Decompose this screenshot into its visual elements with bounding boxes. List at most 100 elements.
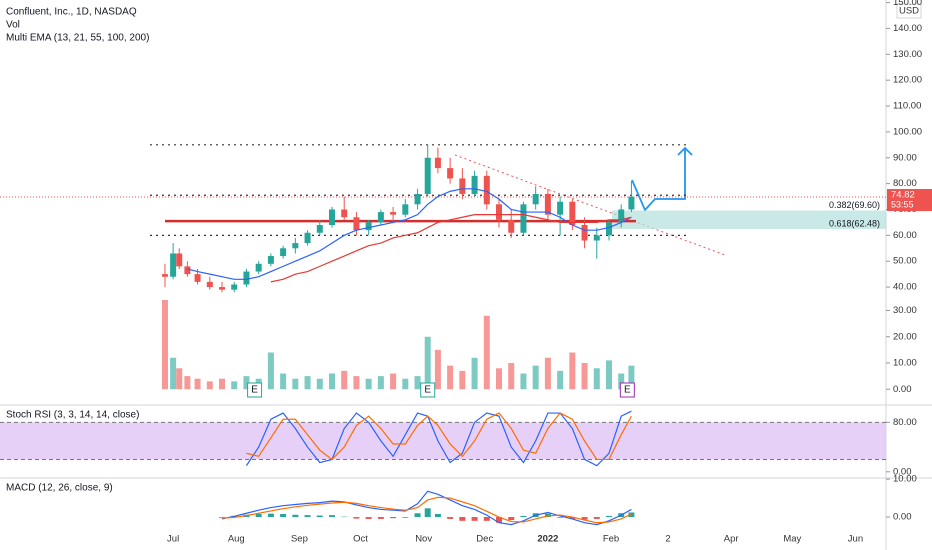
candle-body <box>569 201 576 225</box>
volume-bar <box>280 373 287 390</box>
countdown: 53:55 <box>891 199 914 209</box>
candle-body <box>471 175 478 194</box>
candle-body <box>170 253 177 277</box>
volume-bar <box>328 373 335 390</box>
y-tick-label: 20.00 <box>893 331 917 342</box>
macd-histogram <box>365 517 372 519</box>
x-tick-label: May <box>783 534 801 545</box>
volume-bar <box>471 357 478 390</box>
x-tick-label: Nov <box>415 534 432 545</box>
earnings-marker <box>619 382 635 398</box>
macd-histogram <box>267 513 274 518</box>
candle-body <box>447 168 454 179</box>
volume-bar <box>605 360 612 390</box>
currency-box[interactable] <box>896 3 922 19</box>
x-tick-label: Jul <box>167 534 179 545</box>
candle-body <box>219 287 226 290</box>
volume-bar <box>390 373 397 390</box>
candle-body <box>390 212 397 215</box>
candle-body <box>194 274 201 282</box>
y-tick-label: 0.00 <box>893 466 912 477</box>
candle-body <box>532 193 539 205</box>
x-tick-label: 2 <box>665 534 670 545</box>
volume-bar <box>581 363 588 390</box>
stoch-line <box>245 410 632 467</box>
volume-bar <box>353 376 360 390</box>
y-tick-label: 80.00 <box>893 417 917 428</box>
volume-bar <box>194 378 201 390</box>
volume-bar <box>628 365 635 390</box>
volume-bar <box>424 336 431 390</box>
last-price: 74.82 <box>891 190 915 201</box>
volume-bar <box>414 376 421 390</box>
y-tick-label: 60.00 <box>893 230 917 241</box>
macd-histogram <box>377 517 384 519</box>
x-tick-label: Aug <box>228 534 245 545</box>
y-tick-label: 140.00 <box>893 23 922 34</box>
volume-bar <box>402 378 409 390</box>
volume-bar <box>447 365 454 390</box>
volume-bar <box>170 357 177 390</box>
y-tick-label: 150.00 <box>893 0 922 8</box>
candle-body <box>255 263 262 272</box>
candle-body <box>316 225 323 233</box>
y-tick-label: 0.00 <box>893 512 912 523</box>
stoch-band <box>0 422 886 460</box>
pane-title: MACD (12, 26, close, 9) <box>6 483 113 494</box>
candle-body <box>628 196 635 210</box>
candle-body <box>328 209 335 225</box>
candle-body <box>292 243 299 249</box>
earnings-marker <box>420 382 436 398</box>
fib-label: 0.618(62.48) <box>829 218 880 228</box>
y-tick-label: 10.00 <box>893 358 917 369</box>
candle-body <box>304 232 311 244</box>
macd-histogram <box>581 517 588 520</box>
y-tick-label: 100.00 <box>893 126 922 137</box>
macd-histogram <box>508 517 515 521</box>
volume-bar <box>520 373 527 390</box>
volume-bar <box>557 370 564 390</box>
macd-line <box>221 490 632 526</box>
macd-histogram <box>520 515 527 518</box>
macd-histogram <box>304 515 311 518</box>
volume-bar <box>184 376 191 390</box>
macd-histogram <box>483 517 490 521</box>
earnings-marker <box>247 382 263 398</box>
ema-line <box>270 214 632 283</box>
macd-histogram <box>593 517 600 519</box>
x-tick-label: Sep <box>291 534 308 545</box>
macd-histogram <box>353 517 360 519</box>
x-tick-label: 2022 <box>537 534 558 545</box>
y-tick-label: 40.00 <box>893 282 917 293</box>
volume-bar <box>508 363 515 390</box>
candle-body <box>544 193 551 215</box>
volume-bar <box>365 378 372 390</box>
y-tick-label: 30.00 <box>893 305 917 316</box>
volume-bar <box>483 315 490 390</box>
x-tick-label: Dec <box>476 534 493 545</box>
currency[interactable]: USD <box>899 6 919 17</box>
macd-histogram <box>390 517 397 519</box>
last-price-box <box>887 189 932 212</box>
candle-body <box>184 266 191 275</box>
y-tick-label: 130.00 <box>893 49 922 60</box>
candle-body <box>402 204 409 215</box>
candle-body <box>231 284 238 290</box>
earnings-label: E <box>624 385 631 396</box>
macd-histogram <box>292 514 299 518</box>
volume-bar <box>544 357 551 390</box>
candle-body <box>496 204 503 220</box>
volume-bar <box>341 370 348 390</box>
y-tick-label: 90.00 <box>893 152 917 163</box>
vol-label: Vol <box>6 20 20 31</box>
macd-histogram <box>434 514 441 518</box>
fib-label: 0.382(69.60) <box>829 200 880 210</box>
volume-bar <box>593 368 600 390</box>
y-tick-label: 10.00 <box>893 474 917 485</box>
candle-body <box>243 271 250 285</box>
candle-body <box>593 235 600 241</box>
macd-histogram <box>328 515 335 518</box>
y-tick-label: 110.00 <box>893 101 921 112</box>
